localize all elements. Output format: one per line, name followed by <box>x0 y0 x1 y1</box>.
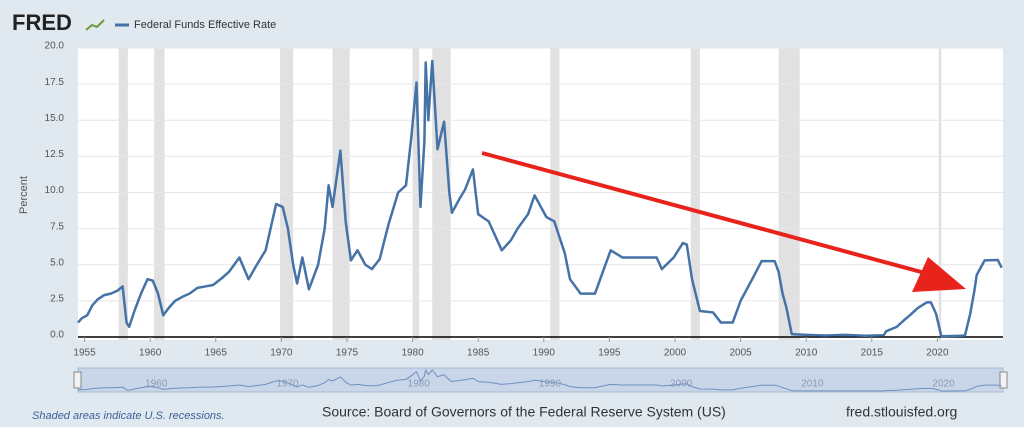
navigator <box>77 367 1004 393</box>
x-tick-label: 1990 <box>533 348 556 359</box>
x-tick-label: 2015 <box>861 348 884 359</box>
x-tick-label: 2005 <box>729 348 752 359</box>
y-tick-label: 17.5 <box>45 77 65 88</box>
x-tick-label: 2020 <box>926 348 949 359</box>
x-tick-label: 1985 <box>467 348 490 359</box>
recession-band <box>412 48 420 340</box>
recession-band <box>118 48 128 340</box>
recession-band <box>154 48 165 340</box>
navigator-handle <box>73 371 82 389</box>
y-tick-label: 15.0 <box>45 113 65 124</box>
recession-band <box>332 48 350 340</box>
x-tick-label: 2010 <box>795 348 818 359</box>
navigator-tick-label: 1980 <box>408 379 431 390</box>
y-tick-label: 0.0 <box>50 330 64 341</box>
x-tick-label: 1995 <box>598 348 621 359</box>
arrow-head <box>912 257 966 292</box>
x-tick-label: 1965 <box>205 348 228 359</box>
x-tick-label: 1975 <box>336 348 359 359</box>
navigator-tick-label: 1970 <box>276 379 299 390</box>
arrow-shaft <box>481 151 926 275</box>
navigator-tick-label: 1990 <box>539 379 562 390</box>
footnote: Shaded areas indicate U.S. recessions. <box>32 410 225 422</box>
y-tick-label: 12.5 <box>45 149 65 160</box>
data-line <box>77 59 1003 338</box>
logo: FRED <box>12 10 72 35</box>
y-tick-label: 2.5 <box>50 294 64 305</box>
navigator-tick-label: 2020 <box>932 379 955 390</box>
y-tick-label: 10.0 <box>45 185 65 196</box>
navigator-tick-label: 1960 <box>145 379 168 390</box>
navigator-tick-label: 2000 <box>670 379 693 390</box>
navigator-handle <box>999 371 1008 389</box>
url: fred.stlouisfed.org <box>846 404 957 420</box>
legend-label: Federal Funds Effective Rate <box>134 19 276 31</box>
recession-band <box>690 48 700 340</box>
navigator-line <box>77 368 1002 392</box>
navigator-tick-label: 2010 <box>801 379 824 390</box>
y-tick-label: 5.0 <box>50 257 64 268</box>
plot-area <box>78 48 1003 340</box>
source: Source: Board of Governors of the Federa… <box>322 404 726 420</box>
x-tick-label: 1955 <box>73 348 96 359</box>
recession-band <box>280 48 294 340</box>
logo-icon <box>85 19 105 31</box>
y-tick-label: 20.0 <box>45 41 65 52</box>
annotation-arrow <box>481 151 966 292</box>
x-tick-label: 2000 <box>664 348 687 359</box>
recession-band <box>550 48 560 340</box>
recession-band <box>938 48 942 340</box>
x-tick-label: 1970 <box>270 348 293 359</box>
y-tick-label: 7.5 <box>50 221 64 232</box>
x-tick-label: 1960 <box>139 348 162 359</box>
recession-band <box>778 48 800 340</box>
y-axis-label: Percent <box>18 176 30 214</box>
x-tick-label: 1980 <box>401 348 424 359</box>
